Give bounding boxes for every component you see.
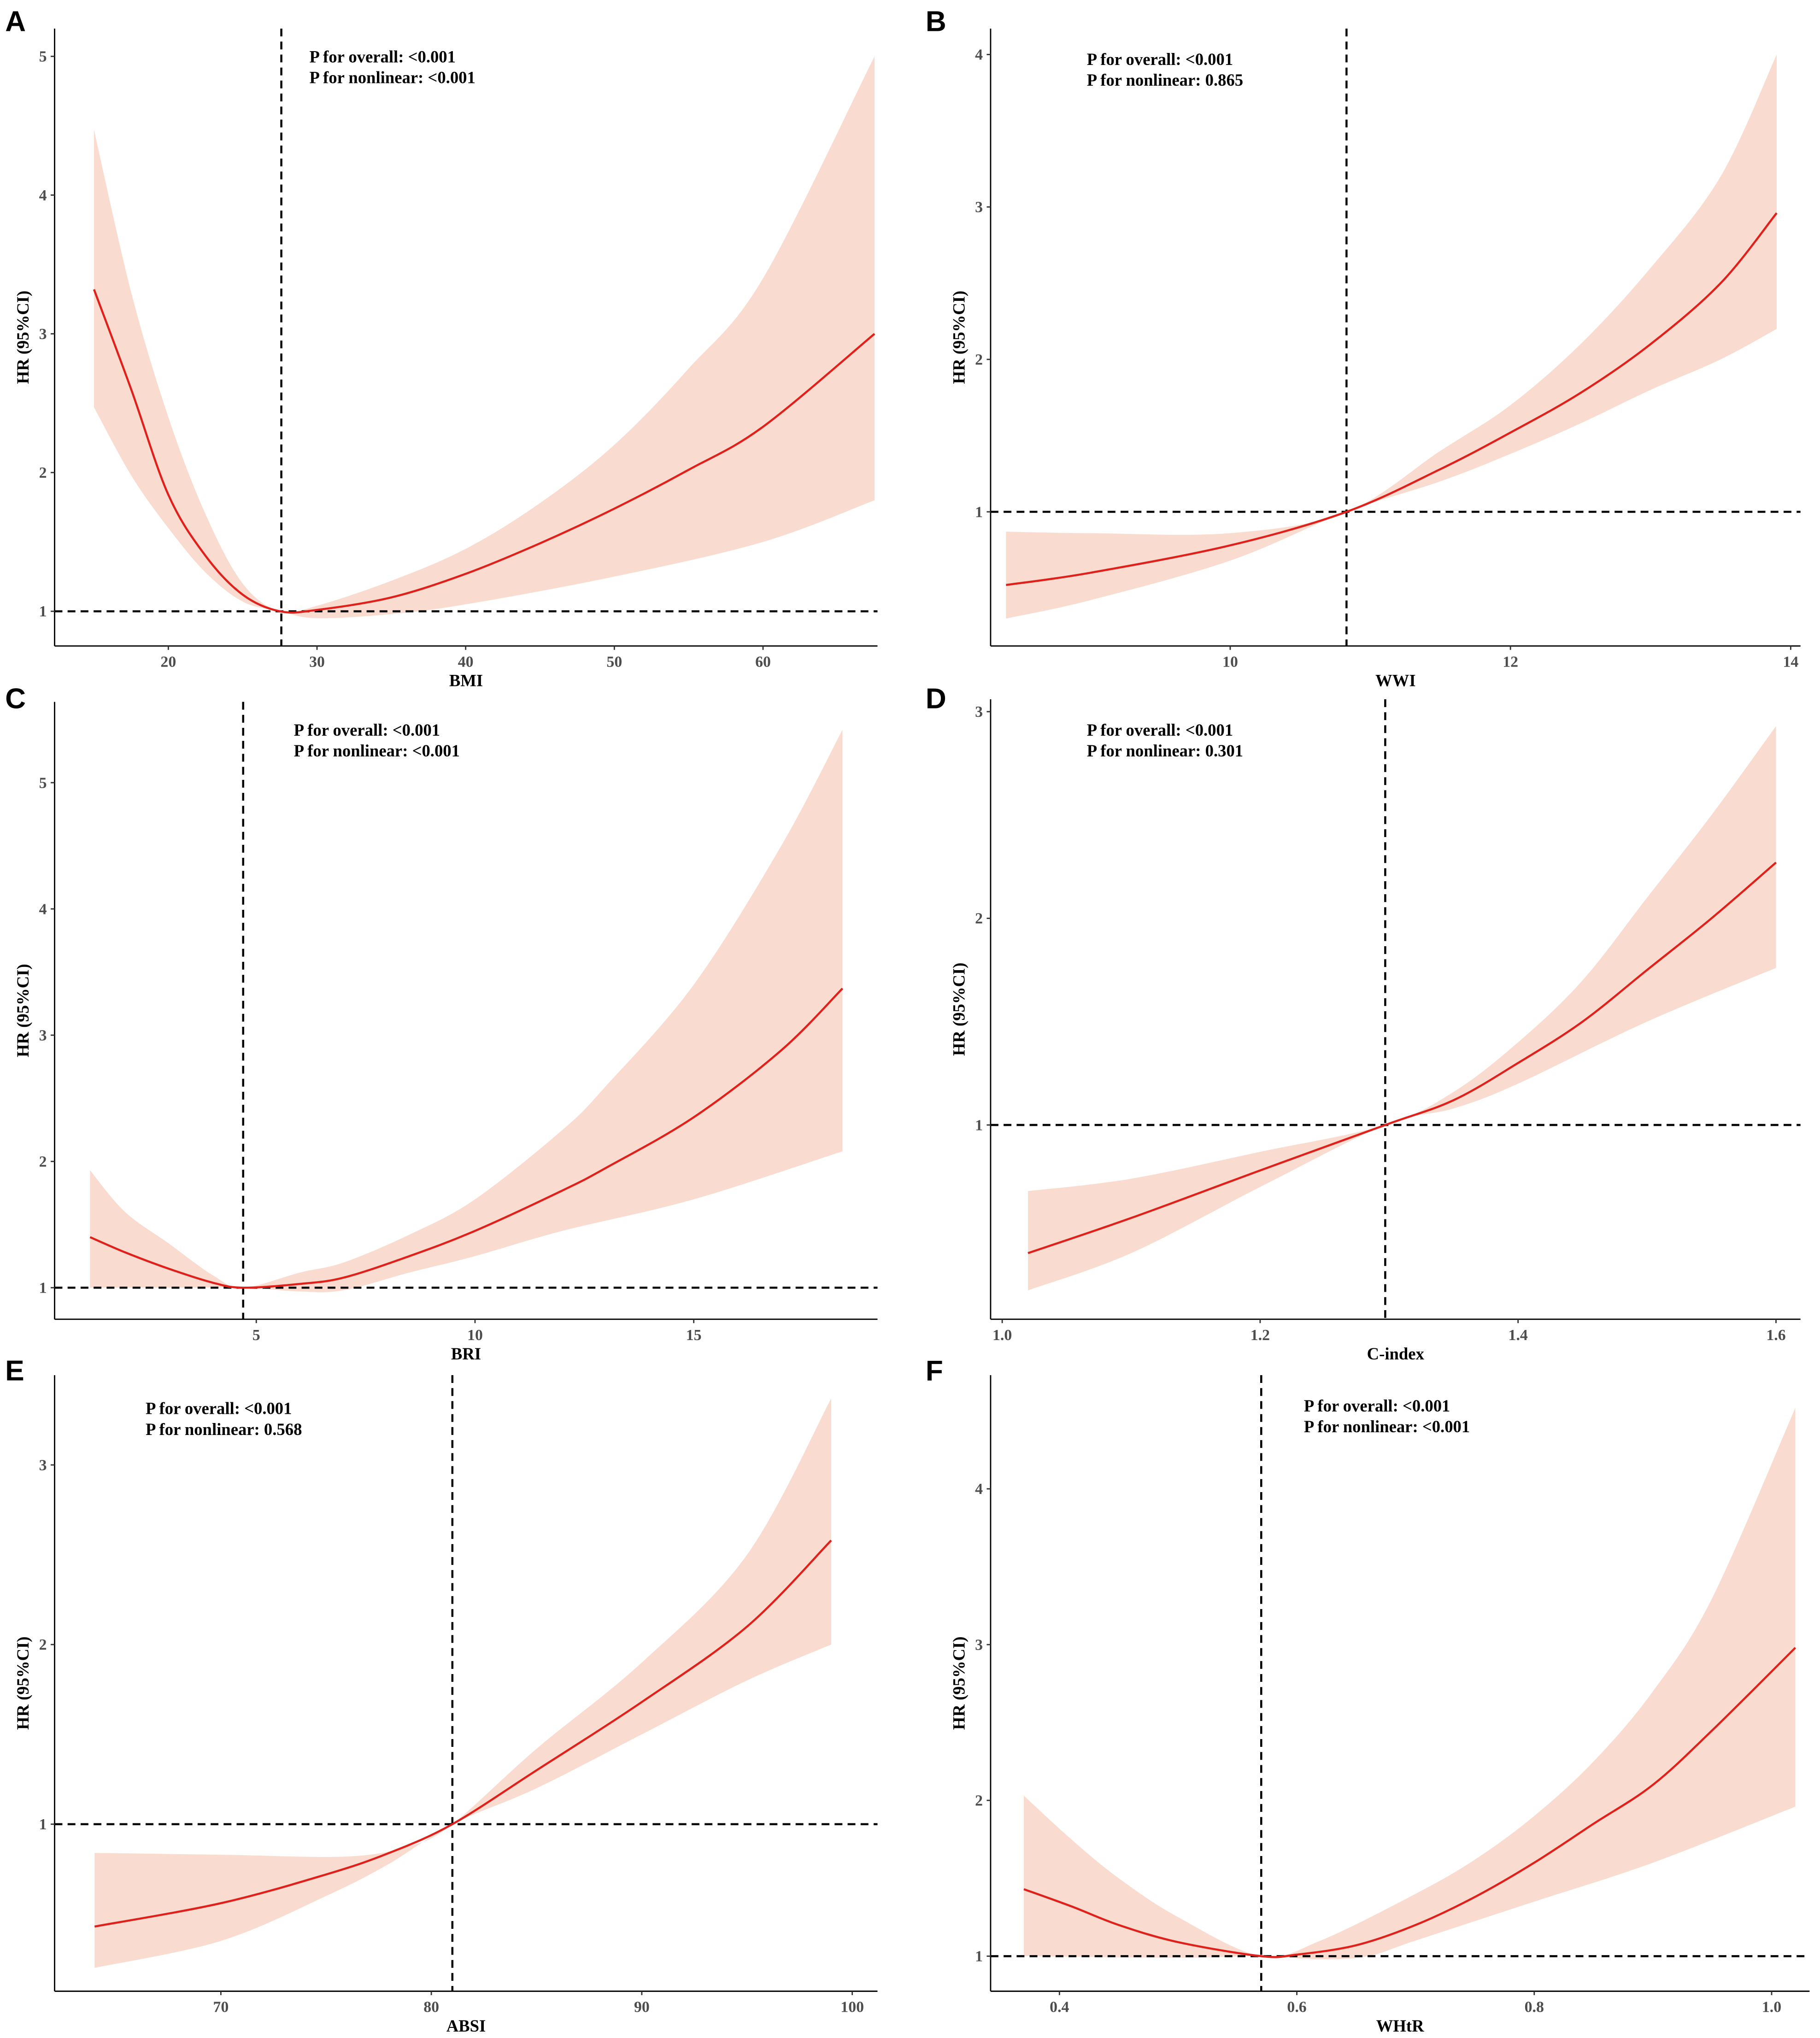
x-axis-label: ABSI (446, 2016, 486, 2035)
x-tick-label: 10 (467, 1327, 483, 1344)
panel-letter: F (926, 1355, 943, 1387)
x-tick-label: 90 (634, 1999, 650, 2016)
x-tick-label: 100 (840, 1999, 864, 2016)
x-tick-label: 1.2 (1251, 1327, 1270, 1344)
panel-d: 1.0 1.2 1.4 1.6 1 2 3 C-index HR (95%CI) P for ov… (926, 683, 1801, 1363)
y-tick-label: 5 (39, 774, 47, 791)
x-tick-label: 60 (755, 653, 771, 670)
y-tick-label: 4 (975, 47, 983, 64)
panel-letter: A (5, 6, 26, 38)
y-tick-label: 1 (975, 1948, 983, 1965)
y-tick-label: 3 (975, 703, 983, 720)
panel-a: 20 30 40 50 60 1 2 3 4 5 BMI HR (95%CI) P for overal… (5, 6, 878, 690)
y-axis-label: HR (95%CI) (13, 1636, 32, 1730)
x-tick-label: 1.0 (992, 1327, 1012, 1344)
hr-curve (1006, 212, 1778, 586)
y-tick-label: 1 (975, 504, 983, 521)
y-tick-label: 3 (975, 1636, 983, 1653)
x-tick-label: 30 (309, 653, 325, 670)
y-tick-label: 2 (39, 1636, 47, 1653)
x-tick-label: 70 (213, 1999, 229, 2016)
y-tick-label: 1 (39, 1280, 47, 1297)
hr-curve (89, 988, 844, 1289)
panel-e: 70 80 90 100 1 2 3 ABSI HR (95%CI) P for overall:… (5, 1355, 878, 2035)
confidence-band (1028, 726, 1776, 1290)
y-axis-label: HR (95%CI) (13, 291, 32, 384)
panel-letter: E (5, 1355, 24, 1387)
x-tick-label: 10 (1222, 653, 1238, 670)
p-overall-annotation: P for overall: <0.001 (310, 47, 456, 66)
y-axis-label: HR (95%CI) (950, 1636, 969, 1730)
p-overall-annotation: P for overall: <0.001 (1087, 720, 1233, 739)
x-tick-label: 80 (423, 1999, 439, 2016)
confidence-band (94, 56, 875, 619)
confidence-band (94, 1398, 831, 1968)
hr-curve (1023, 1647, 1797, 1958)
y-tick-label: 3 (39, 1027, 47, 1044)
x-axis-label: WHtR (1376, 2016, 1424, 2035)
p-nonlinear-annotation: P for nonlinear: 0.865 (1087, 70, 1243, 89)
p-nonlinear-annotation: P for nonlinear: 0.301 (1087, 741, 1243, 760)
y-tick-label: 1 (39, 603, 47, 620)
y-tick-label: 3 (975, 199, 983, 216)
x-tick-label: 15 (686, 1327, 702, 1344)
panel-f: 0.4 0.6 0.8 1.0 1 2 3 4 WHtR HR (95%CI) P for over… (926, 1355, 1810, 2035)
p-nonlinear-annotation: P for nonlinear: <0.001 (1304, 1417, 1470, 1436)
x-tick-label: 0.4 (1050, 1999, 1069, 2016)
y-tick-label: 1 (975, 1117, 983, 1134)
y-tick-label: 2 (975, 910, 983, 927)
y-tick-label: 3 (39, 1457, 47, 1474)
y-tick-label: 5 (39, 48, 47, 65)
y-tick-label: 4 (39, 901, 47, 918)
hr-curve (93, 289, 875, 614)
p-overall-annotation: P for overall: <0.001 (1304, 1396, 1450, 1415)
x-tick-label: 1.0 (1762, 1999, 1781, 2016)
y-tick-label: 2 (975, 1792, 983, 1809)
x-axis-label: WWI (1375, 671, 1416, 690)
confidence-band (1006, 54, 1777, 619)
confidence-band (1024, 1408, 1796, 1960)
p-nonlinear-annotation: P for nonlinear: <0.001 (310, 68, 476, 87)
p-nonlinear-annotation: P for nonlinear: <0.001 (294, 741, 460, 760)
x-tick-label: 40 (458, 653, 474, 670)
x-tick-label: 50 (606, 653, 622, 670)
p-overall-annotation: P for overall: <0.001 (1087, 50, 1233, 69)
y-tick-label: 3 (39, 326, 47, 343)
confidence-band (90, 729, 843, 1292)
hr-curve (94, 1540, 832, 1928)
x-tick-label: 12 (1503, 653, 1518, 670)
y-axis-label: HR (95%CI) (13, 964, 32, 1057)
x-tick-label: 1.4 (1509, 1327, 1528, 1344)
panel-letter: B (926, 6, 946, 38)
x-tick-label: 1.6 (1766, 1327, 1785, 1344)
x-tick-label: 20 (160, 653, 176, 670)
y-tick-label: 1 (39, 1816, 47, 1833)
x-tick-label: 0.8 (1525, 1999, 1544, 2016)
y-tick-label: 4 (975, 1481, 983, 1498)
y-tick-label: 2 (39, 464, 47, 481)
p-overall-annotation: P for overall: <0.001 (294, 720, 440, 739)
x-axis-label: BRI (451, 1344, 481, 1363)
x-tick-label: 5 (252, 1327, 260, 1344)
panel-letter: C (5, 683, 26, 715)
x-axis-label: BMI (449, 671, 483, 690)
x-axis-label: C-index (1367, 1344, 1425, 1363)
hr-curve (1027, 861, 1777, 1254)
y-axis-label: HR (95%CI) (950, 963, 969, 1056)
x-tick-label: 0.6 (1287, 1999, 1306, 2016)
y-tick-label: 2 (975, 351, 983, 368)
panel-letter: D (926, 683, 946, 715)
p-nonlinear-annotation: P for nonlinear: 0.568 (146, 1420, 302, 1439)
p-overall-annotation: P for overall: <0.001 (146, 1399, 292, 1418)
y-tick-label: 2 (39, 1153, 47, 1170)
x-tick-label: 14 (1783, 653, 1798, 670)
y-tick-label: 4 (39, 187, 47, 204)
panel-c: 5 10 15 1 2 3 4 5 BRI HR (95%CI) P for overall: <0… (5, 683, 878, 1363)
y-axis-label: HR (95%CI) (950, 291, 969, 384)
